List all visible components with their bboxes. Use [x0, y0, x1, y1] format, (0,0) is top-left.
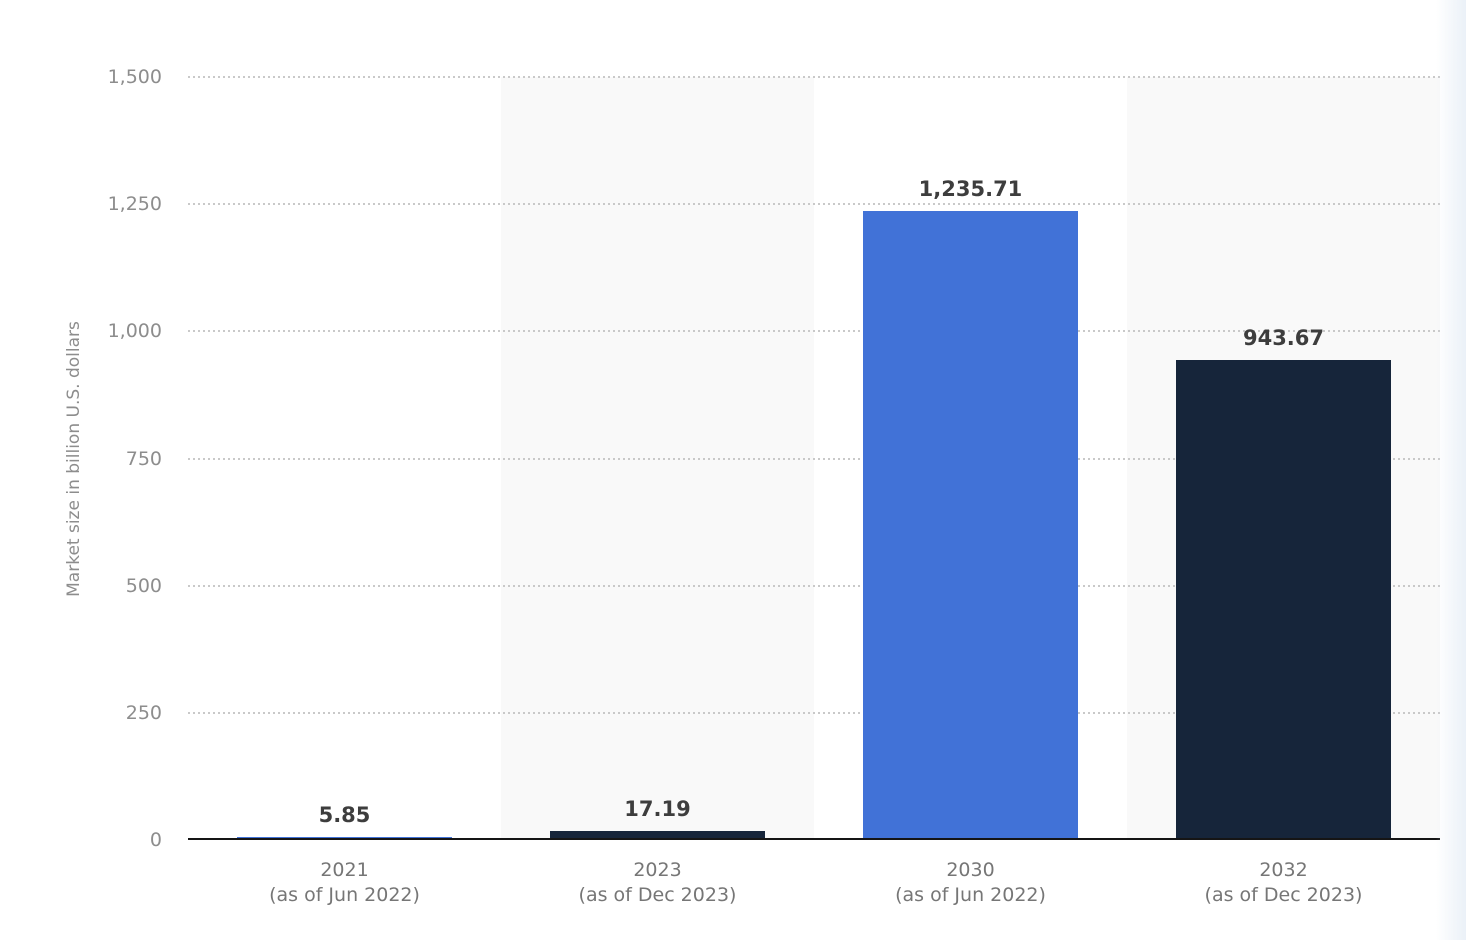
x-category-note: (as of Jun 2022)	[895, 884, 1046, 906]
x-axis-line	[188, 838, 1440, 840]
gridline-1500	[188, 76, 1440, 78]
x-category-label-2021: 2021 (as of Jun 2022)	[188, 858, 501, 908]
plot-area	[188, 76, 1440, 840]
x-category-note: (as of Dec 2023)	[1204, 884, 1363, 906]
x-category-label-2030: 2030 (as of Jun 2022)	[814, 858, 1127, 908]
x-category-year: 2032	[1259, 859, 1308, 881]
x-category-year: 2021	[320, 859, 369, 881]
y-tick-label-250: 250	[125, 701, 162, 724]
page-edge-gradient	[1436, 0, 1466, 940]
value-label-2021: 5.85	[318, 803, 371, 827]
bar-2032[interactable]	[1176, 360, 1391, 840]
x-category-year: 2030	[946, 859, 995, 881]
y-tick-label-750: 750	[125, 447, 162, 470]
x-category-label-2023: 2023 (as of Dec 2023)	[501, 858, 814, 908]
gridline-500	[188, 584, 1440, 587]
y-tick-label-1250: 1,250	[107, 193, 162, 216]
y-tick-label-0: 0	[149, 829, 162, 851]
x-category-note: (as of Jun 2022)	[269, 884, 420, 906]
gridline-750	[188, 457, 1440, 460]
y-tick-label-500: 500	[125, 574, 162, 597]
gridline-1000	[188, 330, 1440, 333]
value-label-2032: 943.67	[1242, 326, 1325, 350]
x-category-label-2032: 2032 (as of Dec 2023)	[1127, 858, 1440, 908]
y-tick-label-1500: 1,500	[107, 66, 162, 88]
x-category-note: (as of Dec 2023)	[578, 884, 737, 906]
value-label-2030: 1,235.71	[918, 177, 1023, 201]
x-category-year: 2023	[633, 859, 682, 881]
gridline-250	[188, 711, 1440, 714]
value-label-2023: 17.19	[624, 797, 691, 821]
bar-2030[interactable]	[863, 211, 1078, 840]
gridline-1250	[188, 203, 1440, 206]
bar-2023[interactable]	[550, 831, 765, 840]
y-tick-label-1000: 1,000	[107, 320, 162, 343]
